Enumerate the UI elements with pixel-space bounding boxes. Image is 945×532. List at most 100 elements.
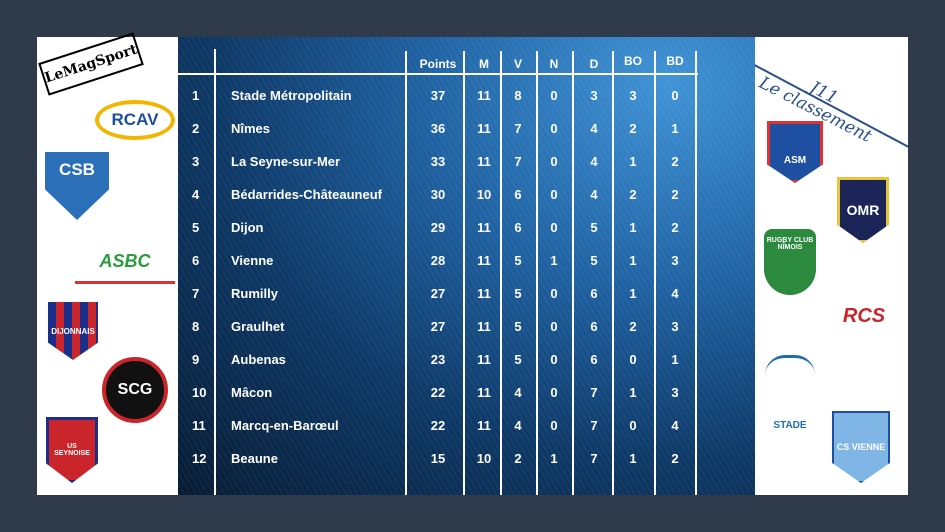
rank-cell: 2 (192, 121, 200, 136)
asbc-logo: ASBC (75, 242, 175, 284)
column-divider (214, 49, 216, 495)
column-header-bo: BO (624, 54, 642, 68)
stat-cell-n: 0 (550, 154, 558, 169)
table-row: 10 Mâcon 22 11 4 0 7 1 3 (178, 385, 698, 403)
stat-cell-points: 28 (430, 253, 446, 268)
omr-logo: OMR (837, 177, 889, 243)
rugby-club-nimois-logo: RUGBY CLUB NÎMOIS (764, 229, 816, 295)
team-name-cell: Graulhet (231, 319, 285, 334)
stat-cell-n: 1 (550, 451, 558, 466)
stat-cell-bd: 2 (671, 451, 679, 466)
stat-cell-bo: 1 (629, 220, 637, 235)
stat-cell-bo: 3 (629, 88, 637, 103)
stat-cell-v: 4 (514, 418, 522, 433)
stat-cell-n: 0 (550, 385, 558, 400)
rank-cell: 4 (192, 187, 200, 202)
table-row: 8 Graulhet 27 11 5 0 6 2 3 (178, 319, 698, 337)
rcav-logo: RCAV (95, 100, 175, 140)
column-header-v: V (513, 57, 522, 71)
column-header-d: D (589, 57, 599, 71)
table-row: 1 Stade Métropolitain 37 11 8 0 3 3 0 (178, 88, 698, 106)
asm-logo: ASM (767, 121, 823, 183)
rank-cell: 5 (192, 220, 200, 235)
stat-cell-v: 4 (514, 385, 522, 400)
column-header-n: N (549, 57, 559, 71)
stat-cell-points: 33 (430, 154, 446, 169)
table-row: 7 Rumilly 27 11 5 0 6 1 4 (178, 286, 698, 304)
stat-cell-bo: 1 (629, 385, 637, 400)
us-seynoise-logo: US SEYNOISE (46, 417, 98, 483)
stat-cell-bo: 2 (629, 319, 637, 334)
stat-cell-d: 4 (590, 187, 598, 202)
stat-cell-n: 0 (550, 220, 558, 235)
stat-cell-v: 5 (514, 253, 522, 268)
stat-cell-points: 27 (430, 286, 446, 301)
stat-cell-points: 27 (430, 319, 446, 334)
stat-cell-n: 1 (550, 253, 558, 268)
stat-cell-points: 30 (430, 187, 446, 202)
column-header-points: Points (419, 57, 457, 71)
lemagsport-logo: LeMagSport (38, 32, 144, 96)
stat-cell-m: 11 (477, 319, 491, 334)
rank-cell: 7 (192, 286, 200, 301)
stat-cell-d: 7 (590, 451, 598, 466)
stat-cell-bd: 3 (671, 319, 679, 334)
stat-cell-n: 0 (550, 88, 558, 103)
column-divider (405, 51, 407, 495)
team-name-cell: La Seyne-sur-Mer (231, 154, 341, 169)
stat-cell-m: 11 (477, 253, 491, 268)
stat-cell-bd: 2 (671, 187, 679, 202)
team-name-cell: Dijon (231, 220, 264, 235)
stat-cell-d: 7 (590, 385, 598, 400)
rank-cell: 11 (192, 418, 206, 433)
stat-cell-n: 0 (550, 352, 558, 367)
stat-cell-points: 36 (430, 121, 446, 136)
stat-cell-m: 10 (476, 187, 492, 202)
table-row: 4 Bédarrides-Châteauneuf 30 10 6 0 4 2 2 (178, 187, 698, 205)
rank-cell: 6 (192, 253, 200, 268)
stat-cell-m: 11 (477, 154, 491, 169)
stat-cell-m: 11 (477, 385, 491, 400)
standings-board: Points M V N D BO BD 1 Stade Métropolitain 37 11 8… (178, 37, 755, 495)
stade-metropolitain-logo: STADE (765, 355, 815, 431)
stat-cell-d: 5 (590, 220, 598, 235)
stat-cell-bd: 0 (671, 88, 679, 103)
team-name-cell: Mâcon (231, 385, 273, 400)
stat-cell-bd: 3 (671, 385, 679, 400)
stat-cell-bo: 1 (629, 451, 637, 466)
stat-cell-d: 6 (590, 319, 598, 334)
team-name-cell: Stade Métropolitain (231, 88, 352, 103)
header-divider (178, 73, 698, 75)
stat-cell-d: 4 (590, 121, 598, 136)
rank-cell: 3 (192, 154, 200, 169)
column-header-bd: BD (666, 54, 684, 68)
rank-cell: 8 (192, 319, 200, 334)
stat-cell-d: 4 (590, 154, 598, 169)
stat-cell-m: 11 (477, 220, 491, 235)
table-row: 9 Aubenas 23 11 5 0 6 0 1 (178, 352, 698, 370)
stat-cell-m: 11 (477, 286, 491, 301)
stat-cell-v: 8 (514, 88, 522, 103)
team-name-cell: Nîmes (231, 121, 271, 136)
team-name-cell: Bédarrides-Châteauneuf (231, 187, 382, 202)
stat-cell-m: 11 (477, 88, 491, 103)
stat-cell-bd: 3 (671, 253, 679, 268)
column-divider (536, 51, 538, 495)
team-name-cell: Rumilly (231, 286, 278, 301)
cs-vienne-logo: CS VIENNE (832, 411, 890, 483)
column-divider (463, 51, 465, 495)
stat-cell-points: 23 (430, 352, 446, 367)
stat-cell-n: 0 (550, 286, 558, 301)
stat-cell-bd: 2 (671, 154, 679, 169)
column-divider (572, 51, 574, 495)
table-row: 12 Beaune 15 10 2 1 7 1 2 (178, 451, 698, 469)
stat-cell-v: 6 (514, 187, 522, 202)
stat-cell-d: 6 (590, 352, 598, 367)
stat-cell-bd: 1 (671, 121, 679, 136)
stat-cell-n: 0 (550, 319, 558, 334)
team-name-cell: Beaune (231, 451, 278, 466)
stat-cell-m: 11 (477, 352, 491, 367)
column-divider (654, 51, 656, 495)
stat-cell-bd: 4 (671, 286, 679, 301)
rank-cell: 10 (192, 385, 207, 400)
